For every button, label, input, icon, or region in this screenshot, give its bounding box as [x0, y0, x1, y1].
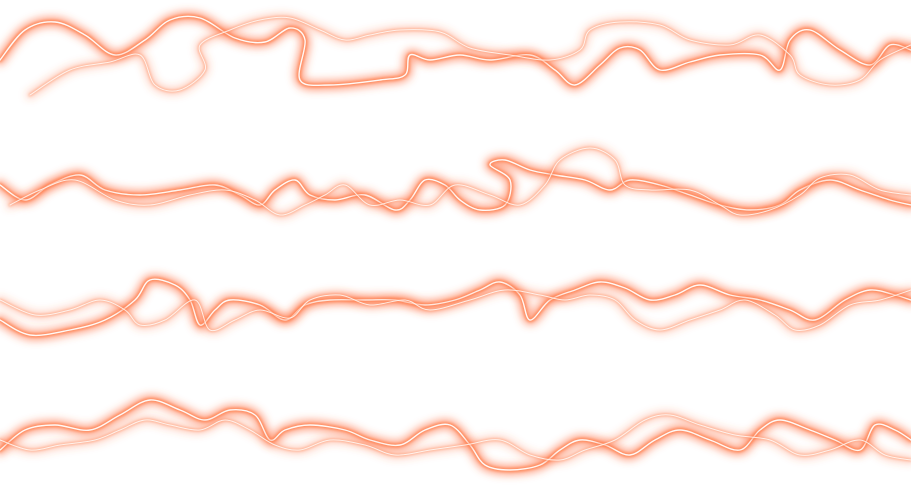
glow-core — [0, 289, 911, 332]
glow-strand — [26, 13, 911, 99]
glow-strand — [0, 394, 911, 476]
glow-strand — [6, 144, 911, 220]
glow-strand — [0, 273, 911, 341]
glow-bands — [0, 10, 911, 476]
glow-strand — [0, 10, 911, 91]
glow-core — [0, 15, 911, 87]
glow-halo — [0, 394, 911, 476]
glow-strand — [0, 410, 911, 465]
glow-core — [29, 16, 911, 96]
glow-core — [0, 399, 911, 471]
glow-core — [0, 159, 911, 211]
glow-core — [9, 147, 911, 216]
glow-strand — [0, 285, 911, 335]
glow-strand — [0, 154, 911, 216]
glow-core — [0, 414, 911, 461]
glow-core — [0, 278, 911, 337]
